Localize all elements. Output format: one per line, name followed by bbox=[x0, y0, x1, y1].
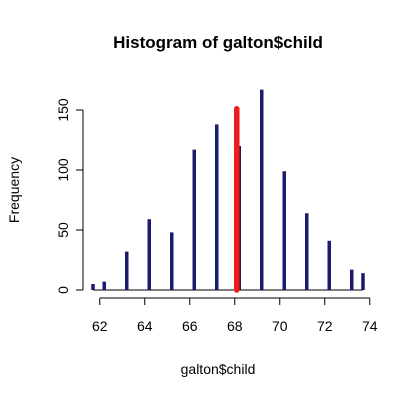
chart-title: Histogram of galton$child bbox=[113, 33, 323, 52]
x-tick-label: 70 bbox=[272, 318, 288, 334]
x-tick-label: 62 bbox=[92, 318, 108, 334]
y-tick-label: 150 bbox=[55, 98, 71, 122]
x-tick-label: 74 bbox=[362, 318, 378, 334]
y-tick-label: 0 bbox=[55, 286, 71, 294]
y-axis-label: Frequency bbox=[6, 157, 22, 223]
x-tick-label: 68 bbox=[227, 318, 243, 334]
x-tick-label: 72 bbox=[317, 318, 333, 334]
y-tick-label: 100 bbox=[55, 158, 71, 182]
x-axis-label: galton$child bbox=[181, 361, 256, 377]
x-tick-label: 64 bbox=[137, 318, 153, 334]
y-tick-label: 50 bbox=[55, 222, 71, 238]
y-axis: 0 50 100 150 bbox=[55, 98, 84, 294]
x-axis: 62 64 66 68 70 72 74 bbox=[92, 297, 378, 334]
x-tick-label: 66 bbox=[182, 318, 198, 334]
bars bbox=[91, 89, 365, 291]
